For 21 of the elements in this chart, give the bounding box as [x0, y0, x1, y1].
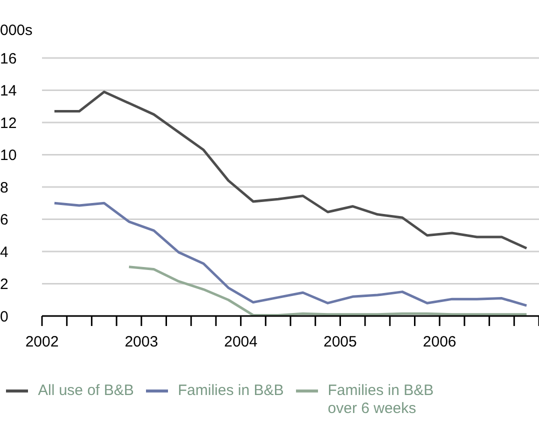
line-series [128, 266, 528, 316]
legend-label: All use of B&B [38, 382, 134, 400]
y-tick-label: 12 [0, 114, 17, 132]
x-tick-label: 2003 [124, 334, 158, 351]
y-tick-label: 14 [0, 82, 17, 100]
y-tick-label: 6 [0, 212, 8, 229]
x-tick-label: 2004 [224, 334, 258, 351]
y-tick-label: 2 [0, 276, 8, 294]
line-series [53, 90, 528, 250]
y-tick-label: 0 [0, 308, 8, 326]
x-tick-label: 2002 [25, 334, 59, 351]
x-tick-label: 2005 [324, 334, 357, 351]
line-series [53, 202, 528, 307]
y-tick-label: 16 [0, 50, 17, 68]
y-tick-label: 8 [0, 179, 8, 196]
legend-label: Families in B&B [178, 382, 284, 400]
legend-label: Families in B&B over 6 weeks [328, 382, 435, 418]
y-axis-title: 000s [0, 22, 33, 39]
y-tick-label: 10 [0, 147, 17, 164]
x-tick-label: 2006 [422, 334, 456, 351]
y-tick-label: 4 [0, 244, 8, 261]
